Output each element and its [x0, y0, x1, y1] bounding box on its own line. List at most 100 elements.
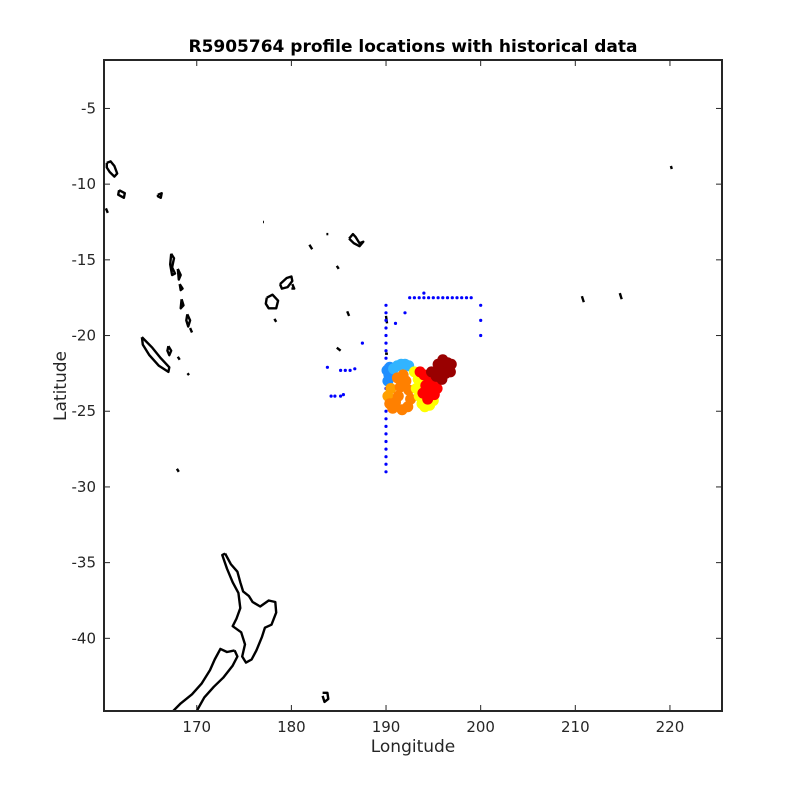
coastline-18 — [273, 318, 278, 323]
y-tick-label: -25 — [72, 402, 97, 420]
historical-point — [384, 447, 388, 451]
historical-point — [384, 318, 388, 322]
y-tick-label: -5 — [81, 99, 96, 117]
coastline-2 — [104, 207, 109, 214]
y-tick-label: -40 — [72, 629, 97, 647]
historical-point — [339, 368, 343, 372]
profile-point — [392, 390, 404, 402]
profile-point — [414, 366, 426, 378]
coastline-4 — [169, 253, 177, 277]
historical-point — [384, 439, 388, 444]
coastline-12 — [176, 356, 181, 361]
profile-point — [400, 375, 412, 387]
historical-point — [384, 417, 388, 421]
x-tick-label: 220 — [656, 718, 685, 736]
historical-point — [422, 291, 426, 295]
coastline-33 — [669, 165, 673, 170]
coastline-17 — [291, 283, 296, 290]
x-tick-label: 180 — [277, 718, 306, 736]
historical-point — [325, 365, 329, 369]
x-axis: 170 180 190 200 210 220 — [182, 60, 684, 736]
historical-point — [339, 394, 343, 398]
plot-frame — [103, 59, 723, 712]
coastline-16 — [278, 275, 294, 290]
y-tick-label: -35 — [72, 554, 97, 572]
coastline-22 — [348, 232, 365, 248]
coastline-26 — [336, 346, 342, 352]
historical-point — [412, 296, 416, 300]
historical-point — [384, 432, 388, 436]
historical-point — [384, 311, 388, 315]
x-tick-label: 170 — [182, 718, 211, 736]
historical-point — [479, 303, 483, 307]
plot-area — [103, 59, 723, 712]
historical-point — [348, 368, 352, 372]
coastline-6 — [178, 283, 184, 292]
coastline-30 — [321, 691, 330, 704]
historical-point — [479, 333, 483, 338]
historical-point — [384, 470, 388, 474]
historical-point — [384, 341, 388, 345]
historical-point — [353, 367, 357, 371]
historical-point — [431, 296, 435, 300]
historical-point — [464, 296, 469, 300]
coastline-0 — [105, 160, 119, 178]
coastline-28 — [221, 552, 278, 664]
profile-point — [396, 404, 408, 416]
y-tick-label: -15 — [72, 251, 97, 269]
coastline-8 — [185, 313, 192, 328]
coastline-32 — [618, 292, 623, 300]
coastline-14 — [175, 468, 180, 473]
coastline-10 — [140, 336, 171, 374]
chart-title: R5905764 profile locations with historic… — [188, 37, 637, 57]
historical-point — [393, 321, 398, 325]
y-tick-label: -10 — [72, 175, 97, 193]
coastline-layer — [104, 160, 673, 711]
historical-point — [329, 394, 333, 398]
x-tick-label: 190 — [372, 718, 401, 736]
y-axis-label: Latitude — [51, 351, 71, 421]
x-tick-label: 210 — [561, 718, 590, 736]
historical-point — [384, 424, 388, 428]
historical-point — [384, 326, 388, 330]
historical-point — [384, 455, 388, 459]
historical-point — [343, 368, 347, 372]
coastline-1 — [117, 189, 126, 199]
historical-point — [445, 296, 450, 300]
historical-point — [333, 394, 337, 398]
historical-point — [450, 296, 454, 300]
coastline-23 — [335, 265, 340, 270]
coastline-13 — [186, 372, 190, 376]
historical-point — [436, 296, 440, 300]
coastline-24 — [346, 310, 351, 317]
historical-point — [403, 311, 407, 315]
historical-point — [469, 296, 473, 300]
x-axis-label: Longitude — [371, 737, 456, 757]
historical-point — [408, 296, 412, 300]
historical-point — [384, 409, 388, 413]
historical-point — [422, 296, 426, 300]
historical-point — [455, 296, 459, 300]
historical-point — [460, 296, 464, 300]
historical-point — [384, 462, 388, 466]
historical-point — [417, 296, 421, 300]
coastline-7 — [179, 298, 185, 310]
historical-point — [384, 349, 388, 353]
historical-point — [360, 341, 364, 345]
coastline-11 — [166, 345, 173, 357]
profile-point — [437, 354, 449, 366]
coastline-31 — [580, 295, 585, 303]
profile-point — [436, 373, 448, 385]
x-tick-label: 200 — [466, 718, 495, 736]
coastline-15 — [264, 293, 280, 310]
historical-point — [479, 318, 483, 322]
coastline-29 — [171, 647, 239, 711]
historical-point — [384, 333, 388, 338]
historical-point — [384, 303, 388, 307]
coastline-5 — [176, 268, 182, 281]
coastline-20 — [308, 244, 314, 250]
coastline-3 — [156, 192, 163, 199]
coastline-9 — [188, 327, 194, 333]
historical-point — [341, 393, 345, 397]
